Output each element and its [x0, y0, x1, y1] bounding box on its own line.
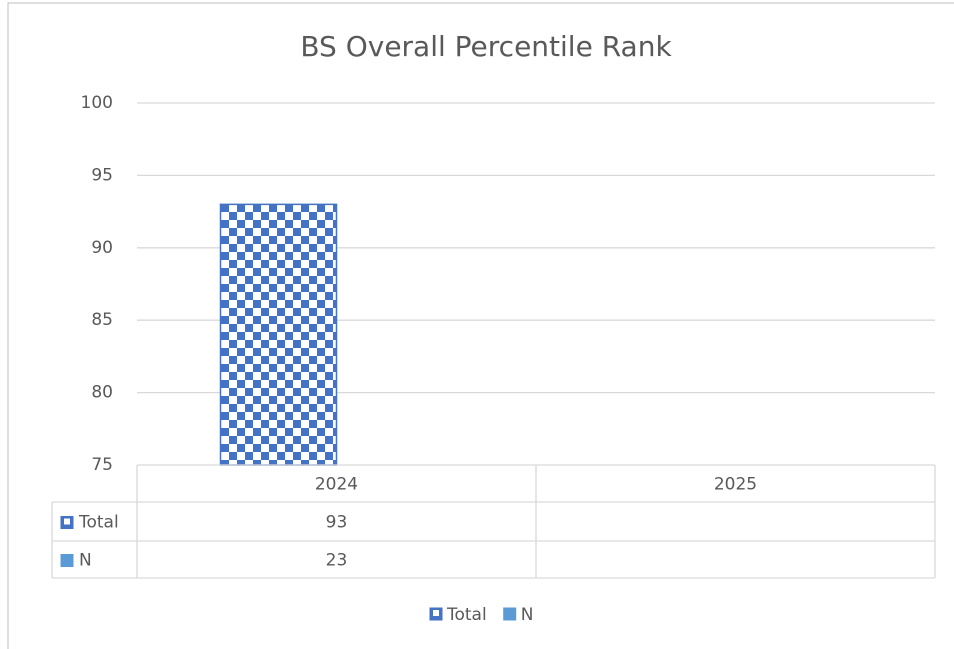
- legend-label: N: [521, 605, 534, 625]
- legend-key-inner: [64, 518, 70, 525]
- y-tick-label: 95: [91, 165, 113, 185]
- legend-key: [60, 554, 74, 567]
- y-tick-label: 100: [81, 93, 113, 113]
- x-tick-label: 2024: [315, 475, 358, 495]
- table-value: 93: [326, 513, 348, 533]
- y-tick-label: 85: [91, 310, 113, 330]
- table-row-label: N: [79, 551, 92, 571]
- legend-key: [503, 607, 517, 621]
- bar: [219, 203, 338, 466]
- legend-key-inner: [433, 610, 439, 616]
- y-tick-label: 90: [91, 238, 113, 258]
- y-tick-label: 80: [91, 383, 113, 403]
- y-tick-label: 75: [91, 455, 113, 475]
- chart-border: [7, 2, 954, 649]
- table-value: 23: [326, 551, 348, 571]
- x-tick-label: 2025: [714, 475, 757, 495]
- legend-label: Total: [446, 605, 487, 625]
- chart-title: BS Overall Percentile Rank: [300, 30, 672, 63]
- table-row-label: Total: [78, 513, 119, 533]
